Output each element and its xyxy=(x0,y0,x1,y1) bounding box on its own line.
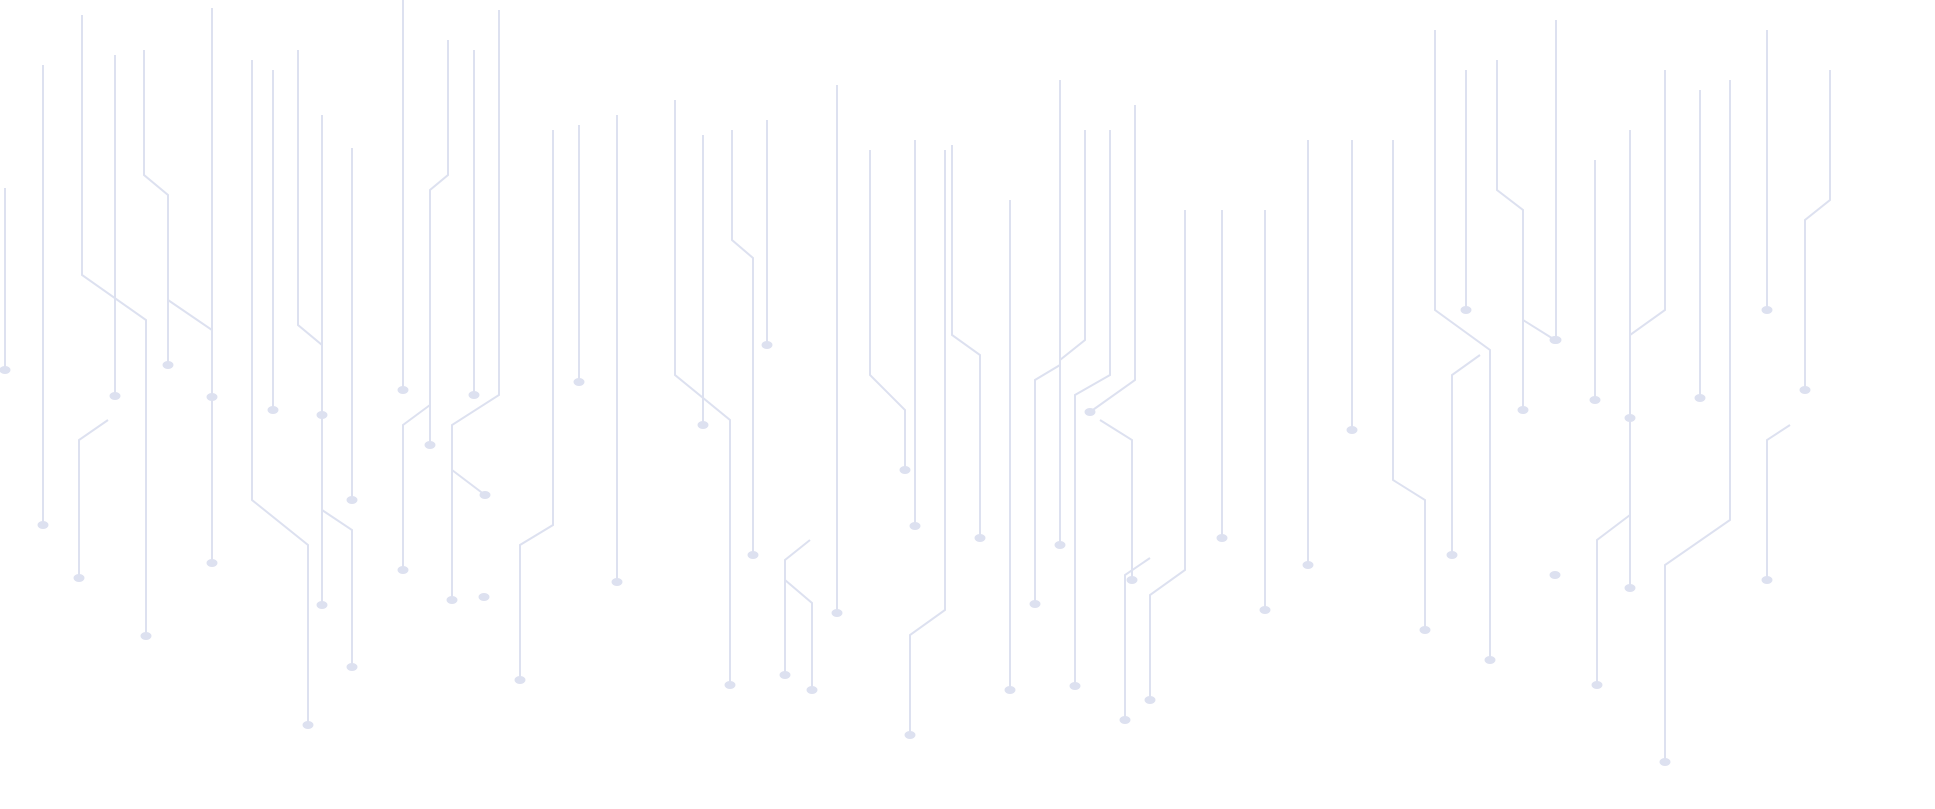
circuit-node-dot xyxy=(446,596,458,604)
circuit-node-dot xyxy=(1659,758,1671,766)
circuit-trace xyxy=(1664,80,1731,762)
circuit-node-dot xyxy=(1460,306,1472,314)
circuit-trace xyxy=(78,419,109,578)
circuit-trace xyxy=(731,130,754,555)
circuit-node-dot xyxy=(1259,606,1271,614)
circuit-node-dot xyxy=(806,686,818,694)
circuit-trace xyxy=(1596,514,1631,685)
circuit-node-dot xyxy=(724,681,736,689)
circuit-node-dot xyxy=(397,566,409,574)
circuit-trace xyxy=(429,40,449,445)
circuit-trace xyxy=(1034,80,1061,604)
circuit-node-dot xyxy=(206,559,218,567)
circuit-trace xyxy=(167,299,213,563)
circuit-node-dot xyxy=(1694,394,1706,402)
circuit-node-dot xyxy=(1799,386,1811,394)
circuit-node-dot xyxy=(1069,682,1081,690)
circuit-node-dot xyxy=(73,574,85,582)
circuit-node-dot xyxy=(1761,576,1773,584)
circuit-node-dot xyxy=(302,721,314,729)
circuit-node-dot xyxy=(346,663,358,671)
circuit-trace xyxy=(251,60,309,725)
circuit-trace xyxy=(1089,105,1136,413)
circuit-trace xyxy=(784,539,811,675)
circuit-trace xyxy=(1392,140,1426,630)
circuit-node-dot xyxy=(1004,686,1016,694)
circuit-trace xyxy=(1074,130,1111,686)
circuit-node-dot xyxy=(514,676,526,684)
circuit-node-dot xyxy=(206,393,218,401)
circuit-node-dot xyxy=(1589,396,1601,404)
circuit-node-dot xyxy=(109,392,121,400)
circuit-trace xyxy=(1451,354,1481,555)
circuit-node-dot xyxy=(397,386,409,394)
circuit-node-dot xyxy=(1119,716,1131,724)
circuit-trace xyxy=(1434,30,1491,660)
circuit-trace xyxy=(1804,70,1831,390)
circuit-node-dot xyxy=(1054,541,1066,549)
circuit-trace xyxy=(1099,419,1133,580)
circuit-node-dot xyxy=(1549,571,1561,579)
circuit-trace xyxy=(297,50,323,605)
circuit-node-dot xyxy=(1761,306,1773,314)
circuit-trace xyxy=(1522,319,1556,341)
circuit-trace xyxy=(951,145,981,538)
circuit-trace xyxy=(402,404,431,570)
circuit-trace xyxy=(1496,60,1524,410)
circuit-node-dot xyxy=(1517,406,1529,414)
circuit-trace xyxy=(1629,70,1666,588)
circuit-node-dot xyxy=(899,466,911,474)
circuit-trace xyxy=(1124,557,1151,720)
circuit-node-dot xyxy=(1550,336,1562,344)
circuit-node-dot xyxy=(573,378,585,386)
circuit-node-dot xyxy=(1624,414,1636,422)
circuit-trace xyxy=(519,130,554,680)
circuit-node-dot xyxy=(316,411,328,419)
circuit-node-dot xyxy=(162,361,174,369)
circuit-trace xyxy=(1149,210,1186,700)
circuit-trace xyxy=(1059,130,1086,545)
circuit-node-dot xyxy=(267,406,279,414)
circuit-node-dot xyxy=(779,671,791,679)
circuit-node-dot xyxy=(346,496,358,504)
circuit-node-dot xyxy=(1419,626,1431,634)
circuit-node-dot xyxy=(831,609,843,617)
circuit-node-dot xyxy=(140,632,152,640)
circuit-node-dot xyxy=(909,522,921,530)
circuit-node-dot xyxy=(761,341,773,349)
circuit-node-dot xyxy=(904,731,916,739)
circuit-trace xyxy=(451,10,500,600)
circuit-node-dot xyxy=(611,578,623,586)
circuit-node-dot xyxy=(1591,681,1603,689)
circuit-node-dot xyxy=(316,601,328,609)
circuit-node-dot xyxy=(1624,584,1636,592)
circuit-node-dot xyxy=(424,441,436,449)
circuit-trace xyxy=(909,150,946,735)
circuit-node-dot xyxy=(478,593,490,601)
circuit-node-dot xyxy=(468,391,480,399)
circuit-node-dot xyxy=(37,521,49,529)
circuit-node-dot xyxy=(1216,534,1228,542)
circuit-node-dot xyxy=(697,421,709,429)
circuit-trace xyxy=(321,509,353,667)
circuit-node-dot xyxy=(1029,600,1041,608)
circuit-trace xyxy=(451,469,486,496)
circuit-node-dot xyxy=(974,534,986,542)
circuit-node-dot xyxy=(1484,656,1496,664)
circuit-node-dot xyxy=(1084,408,1096,416)
circuit-node-dot xyxy=(1346,426,1358,434)
circuit-node-dot xyxy=(479,491,491,499)
circuit-node-dot xyxy=(0,366,11,374)
circuit-trace xyxy=(784,579,813,690)
circuit-node-dot xyxy=(747,551,759,559)
circuit-trace xyxy=(869,150,906,470)
circuit-node-dot xyxy=(1144,696,1156,704)
circuit-trace xyxy=(143,50,169,365)
circuit-node-dot xyxy=(1302,561,1314,569)
circuit-trace xyxy=(1766,424,1791,580)
circuit-node-dot xyxy=(1126,576,1138,584)
circuit-node-dot xyxy=(1446,551,1458,559)
